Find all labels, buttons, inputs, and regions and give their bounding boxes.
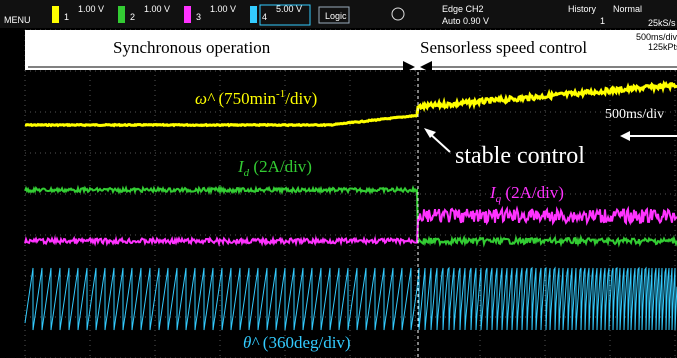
history-label: History xyxy=(568,4,597,14)
oscilloscope-screen: MENU 11.00 V21.00 V31.00 V45.00 V Logic … xyxy=(0,0,677,358)
omega-label: ω^ (750min-1/div) xyxy=(195,88,317,108)
channel-color[interactable] xyxy=(184,6,191,23)
channel-number: 2 xyxy=(130,12,135,22)
id-label: Id (2A/div) xyxy=(237,157,312,179)
acq-mode: Normal xyxy=(613,4,642,14)
iq-label: Iq (2A/div) xyxy=(489,183,564,205)
timebase-points: 125kPts xyxy=(648,42,677,52)
channel-scale: 5.00 V xyxy=(276,4,302,14)
phase-label: Synchronous operation xyxy=(113,38,271,57)
channel-number: 1 xyxy=(64,12,69,22)
stable-label: stable control xyxy=(455,143,585,169)
logic[interactable]: Logic xyxy=(325,11,347,21)
menu[interactable]: MENU xyxy=(4,15,31,25)
phase-label: Sensorless speed control xyxy=(420,38,587,57)
acq-rate: 25kS/s xyxy=(648,18,676,28)
channel-number: 3 xyxy=(196,12,201,22)
trigger-mode: Edge CH2 xyxy=(442,4,484,14)
channel-scale: 1.00 V xyxy=(78,4,104,14)
theta-label: θ^ (360deg/div) xyxy=(243,333,351,352)
channel-scale: 1.00 V xyxy=(144,4,170,14)
history-count: 1 xyxy=(600,16,605,26)
page: MENU 11.00 V21.00 V31.00 V45.00 V Logic … xyxy=(0,0,677,358)
trigger-level: Auto 0.90 V xyxy=(442,16,489,26)
channel-number: 4 xyxy=(262,12,267,22)
timebase-scale: 500ms/div xyxy=(636,32,677,42)
channel-color[interactable] xyxy=(118,6,125,23)
channel-color[interactable] xyxy=(250,6,257,23)
time-scale-label: 500ms/div xyxy=(605,107,664,122)
channel-scale: 1.00 V xyxy=(210,4,236,14)
channel-color[interactable] xyxy=(52,6,59,23)
